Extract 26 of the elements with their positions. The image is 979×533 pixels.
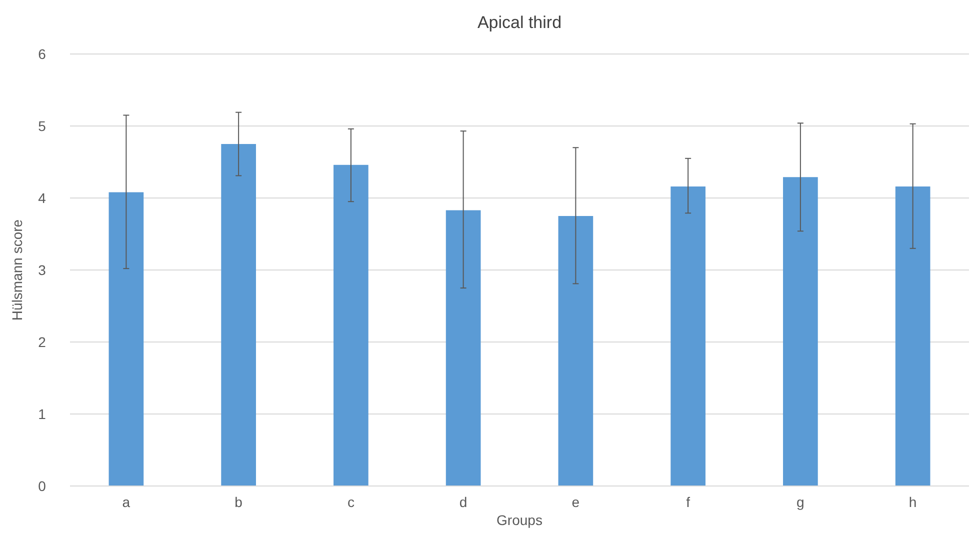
x-tick-label: e [572,494,580,510]
bar [446,210,481,486]
x-tick-label: a [122,494,130,510]
y-tick-label: 0 [38,478,46,494]
y-tick-label: 5 [38,118,46,134]
x-tick-label: f [686,494,690,510]
bar [558,216,594,486]
bar [221,144,256,486]
y-tick-label: 6 [38,46,46,62]
y-axis-title: Hülsmann score [9,219,25,321]
bar [895,186,930,486]
x-tick-label: c [347,494,354,510]
x-tick-label: g [796,494,804,510]
chart-title: Apical third [477,13,562,32]
x-tick-label: h [908,494,917,510]
bar [334,164,368,486]
y-tick-label: 3 [38,262,46,278]
bar [108,192,144,486]
x-tick-label: b [234,494,243,510]
x-axis-title: Groups [496,512,542,528]
x-tick-label: d [459,494,468,510]
y-tick-label: 4 [38,190,46,206]
bar [783,177,818,486]
y-tick-label: 2 [38,334,46,350]
bar [670,186,706,486]
y-tick-label: 1 [38,406,46,422]
